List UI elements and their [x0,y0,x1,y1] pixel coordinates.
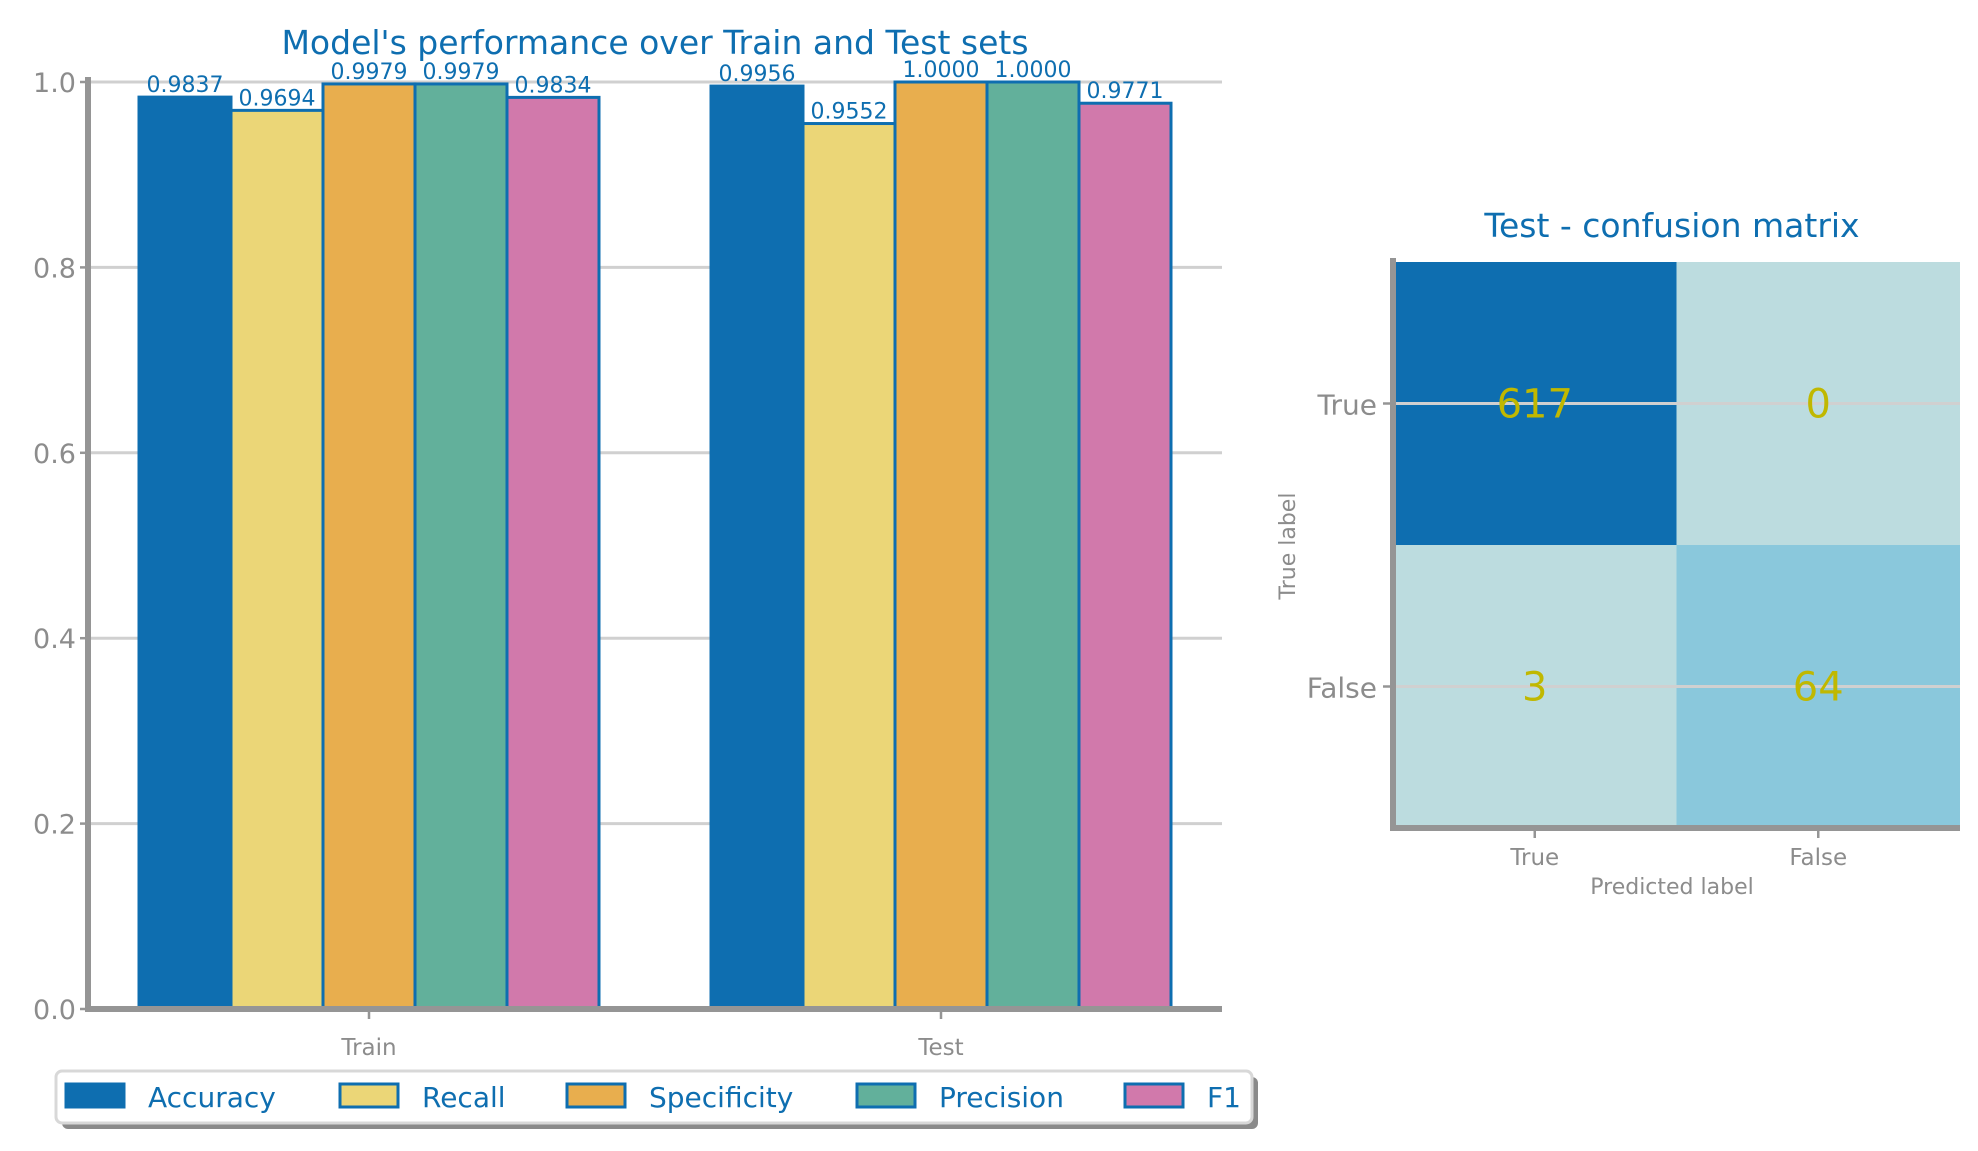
bar-chart-data-labels: 0.9837 0.9694 0.9979 0.9979 0.9834 0.9956 0.95… [147,58,1164,125]
data-label-train-recall: 0.9694 [239,86,316,111]
bar-train-precision [413,82,509,1011]
legend-label-f1: F1 [1207,1081,1241,1114]
y-tick-label: 1.0 [33,68,76,99]
legend-label-precision: Precision [939,1081,1064,1114]
legend-swatch-recall [338,1082,400,1109]
y-tick-label: 0.4 [33,624,76,655]
cm-x-tick-label: False [1789,845,1847,871]
bar-chart-bars [137,80,1173,1011]
confusion-matrix-y-axis-label: True label [1276,493,1301,601]
confusion-matrix-axes: True False True False [1307,258,1960,871]
y-tick-label: 0.0 [33,995,76,1026]
data-label-test-accuracy: 0.9956 [719,62,796,87]
legend-swatch-f1 [1123,1082,1185,1109]
data-label-train-accuracy: 0.9837 [147,73,224,98]
cm-y-tick-label: True [1317,389,1377,422]
legend-swatch-precision [855,1082,917,1109]
cm-y-tick-label: False [1307,672,1377,705]
data-label-test-f1: 0.9771 [1087,79,1164,104]
legend-label-accuracy: Accuracy [148,1081,276,1114]
bar-chart-legend: Accuracy Recall Specificity Precision F1 [54,1069,1258,1129]
data-label-test-recall: 0.9552 [811,100,888,125]
bar-train-recall [229,108,325,1011]
cm-value-true-false: 0 [1806,382,1831,428]
legend-swatch-accuracy [64,1082,126,1109]
bar-test-recall [801,122,897,1011]
confusion-matrix-title: Test - confusion matrix [1483,206,1859,245]
y-tick-label: 0.6 [33,439,76,470]
x-tick-label: Train [340,1035,396,1061]
data-label-train-specificity: 0.9979 [331,60,408,85]
data-label-train-precision: 0.9979 [423,60,500,85]
cm-value-false-false: 64 [1793,665,1844,711]
cm-value-false-true: 3 [1522,665,1547,711]
y-tick-label: 0.8 [33,253,76,284]
data-label-test-specificity: 1.0000 [903,58,980,83]
bar-test-specificity [893,80,989,1011]
bar-test-accuracy [709,84,805,1011]
cm-value-true-true: 617 [1497,382,1573,428]
legend-label-recall: Recall [422,1081,506,1114]
data-label-train-f1: 0.9834 [515,73,592,98]
bar-test-precision [985,80,1081,1011]
data-label-test-precision: 1.0000 [995,58,1072,83]
confusion-matrix-x-axis-label: Predicted label [1590,875,1753,900]
bar-chart-axes: 0.0 0.2 0.4 0.6 0.8 1.0 Train Test [33,68,1222,1061]
bar-train-f1 [505,95,601,1011]
x-tick-label: Test [917,1035,963,1061]
bar-test-f1 [1077,101,1173,1011]
legend-label-specificity: Specificity [649,1081,793,1114]
bar-train-accuracy [137,95,233,1011]
bar-chart: 0.9837 0.9694 0.9979 0.9979 0.9834 0.9956 0.95… [33,23,1258,1129]
y-tick-label: 0.2 [33,810,76,841]
confusion-matrix-cells: 617 0 3 64 [1393,262,1960,828]
confusion-matrix-chart: Test - confusion matrix 617 0 3 64 True Fals… [1276,206,1960,900]
bar-chart-title: Model's performance over Train and Test … [281,23,1028,62]
legend-swatch-specificity [565,1082,627,1109]
cm-x-tick-label: True [1509,845,1559,871]
bar-train-specificity [321,82,417,1011]
